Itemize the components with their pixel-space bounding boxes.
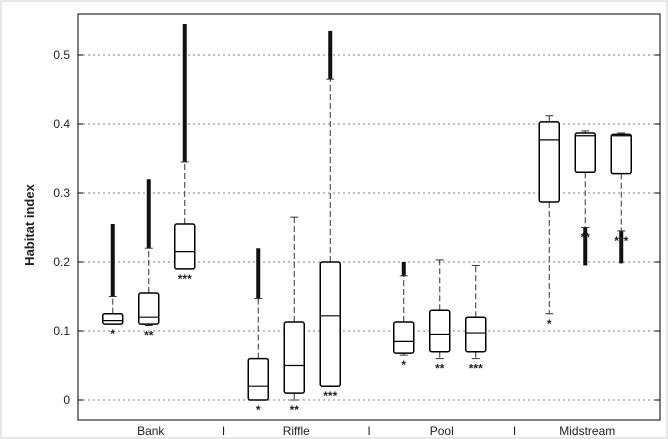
significance-label: * bbox=[547, 317, 552, 331]
box bbox=[283, 321, 305, 394]
significance-label: ** bbox=[581, 231, 591, 245]
significance-label: *** bbox=[614, 234, 628, 248]
box bbox=[174, 223, 196, 270]
significance-label: * bbox=[401, 358, 406, 372]
significance-label: * bbox=[110, 327, 115, 341]
x-category-label: Midstream bbox=[559, 424, 615, 438]
group-separator: I bbox=[222, 424, 225, 438]
box bbox=[465, 316, 487, 353]
box bbox=[247, 357, 269, 401]
box bbox=[319, 261, 341, 387]
y-tick-label: 0.2 bbox=[53, 255, 70, 269]
y-tick-label: 0.3 bbox=[53, 186, 70, 200]
x-category-label: Riffle bbox=[283, 424, 310, 438]
significance-label: ** bbox=[435, 362, 445, 376]
box bbox=[393, 321, 415, 354]
plot-area-border bbox=[77, 13, 661, 421]
box bbox=[429, 309, 451, 353]
y-tick-label: 0 bbox=[63, 393, 70, 407]
significance-label: ** bbox=[290, 403, 300, 417]
significance-label: *** bbox=[178, 272, 192, 286]
significance-label: *** bbox=[323, 389, 337, 403]
x-category-label: Pool bbox=[430, 424, 454, 438]
box bbox=[538, 121, 560, 203]
y-tick-label: 0.4 bbox=[53, 117, 70, 131]
group-separator: I bbox=[367, 424, 370, 438]
box bbox=[610, 133, 632, 175]
box bbox=[138, 292, 160, 325]
axis-ticks: 0 0.1 0.2 0.3 0.4 0.5 Bank Riffle I Pool I Midstrea… bbox=[53, 48, 660, 438]
significance-label: * bbox=[256, 403, 261, 417]
significance-label: *** bbox=[469, 362, 483, 376]
x-category-label: Bank bbox=[137, 424, 165, 438]
y-tick-label: 0.5 bbox=[53, 48, 70, 62]
box bbox=[574, 132, 596, 174]
boxes: * ****** ****** ** ****** *** bbox=[102, 23, 632, 417]
box bbox=[102, 313, 124, 325]
significance-label: ** bbox=[144, 328, 154, 342]
y-axis-label: Habitat index bbox=[22, 183, 37, 265]
group-separator: I bbox=[513, 424, 516, 438]
y-tick-label: 0.1 bbox=[53, 324, 70, 338]
